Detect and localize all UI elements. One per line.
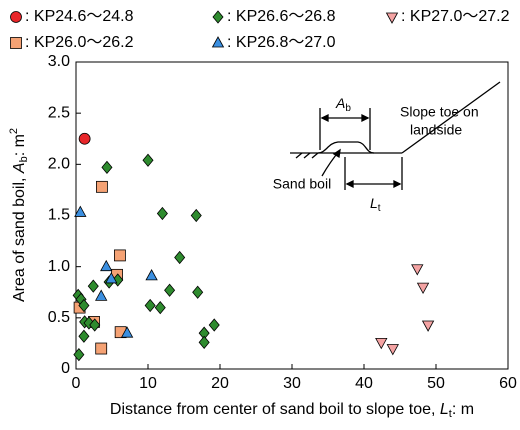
point <box>96 180 108 193</box>
point <box>164 283 176 297</box>
point <box>89 318 101 332</box>
x-tick-label: 20 <box>211 375 229 392</box>
x-axis-label: Distance from center of sand boil to slo… <box>110 401 474 420</box>
diagram <box>290 81 501 190</box>
point <box>154 300 166 315</box>
y-tick-label: 0.5 <box>48 309 70 326</box>
y-label-sub: b <box>18 156 30 162</box>
x-tick-label: 40 <box>355 375 373 392</box>
point <box>145 269 158 281</box>
point <box>142 153 154 167</box>
y-tick-label: 1.5 <box>48 207 70 224</box>
x-label-text: Distance from center of sand boil to slo… <box>110 401 440 418</box>
y-axis-label: Area of sand boil, Ab: m2 <box>8 128 30 302</box>
point <box>411 264 424 276</box>
x-label-sub: t <box>449 408 452 420</box>
point <box>192 285 204 299</box>
point <box>73 348 85 362</box>
y-label-text: Area of sand boil, <box>11 173 28 302</box>
lt-sub: t <box>378 203 381 214</box>
legend-marker <box>10 11 22 23</box>
lt-main: L <box>370 195 378 211</box>
point <box>78 329 90 343</box>
x-tick-label: 30 <box>283 375 301 392</box>
point <box>120 326 134 338</box>
point <box>74 205 87 217</box>
x-label-unit: : m <box>452 401 474 418</box>
ab-label: Ab <box>335 95 351 114</box>
legend-label: : KP24.6～24.8 <box>25 8 134 25</box>
point <box>208 318 220 332</box>
point <box>386 344 399 356</box>
point <box>421 320 435 332</box>
point <box>174 250 186 265</box>
y-tick-label: 3.0 <box>48 53 70 70</box>
y-label-unit: : m <box>11 134 28 156</box>
x-tick-label: 60 <box>499 375 517 392</box>
x-tick-label: 50 <box>427 375 445 392</box>
point <box>100 259 113 272</box>
x-tick-label: 0 <box>72 375 81 392</box>
legend-marker <box>212 10 224 24</box>
point <box>105 272 118 284</box>
legend-label: : KP26.8～27.0 <box>227 34 336 51</box>
legend-label: : KP27.0～27.2 <box>401 8 510 25</box>
point <box>78 298 90 313</box>
y-tick-label: 0 <box>61 360 70 377</box>
point <box>101 160 113 175</box>
ab-main: A <box>335 95 345 111</box>
legend-label: : KP26.6～26.8 <box>227 8 336 25</box>
legend-marker <box>385 12 399 24</box>
slope-toe-label: Slope toe on <box>400 104 479 120</box>
legend-marker <box>10 37 22 49</box>
point <box>198 335 210 350</box>
point <box>78 132 91 145</box>
y-tick-label: 2.5 <box>48 104 70 121</box>
point <box>375 337 388 350</box>
slope-toe-label: landside <box>410 122 462 138</box>
legend-marker <box>211 36 225 48</box>
point <box>87 279 99 293</box>
ab-sub: b <box>345 103 351 114</box>
y-tick-label: 2.0 <box>48 156 70 173</box>
point <box>144 298 156 313</box>
y-label-sup: 2 <box>8 128 20 134</box>
point <box>156 206 168 221</box>
point <box>190 208 202 223</box>
x-label-var: L <box>440 401 449 418</box>
y-label-var: A <box>11 162 28 174</box>
point <box>416 282 430 294</box>
sand-boil-label: Sand boil <box>273 176 331 192</box>
point <box>114 249 126 262</box>
legend-label: : KP26.0～26.2 <box>25 34 134 51</box>
y-tick-label: 1.0 <box>48 258 70 275</box>
x-tick-label: 10 <box>139 375 157 392</box>
point <box>95 289 108 301</box>
lt-label: Lt <box>370 195 381 214</box>
point <box>95 342 108 355</box>
